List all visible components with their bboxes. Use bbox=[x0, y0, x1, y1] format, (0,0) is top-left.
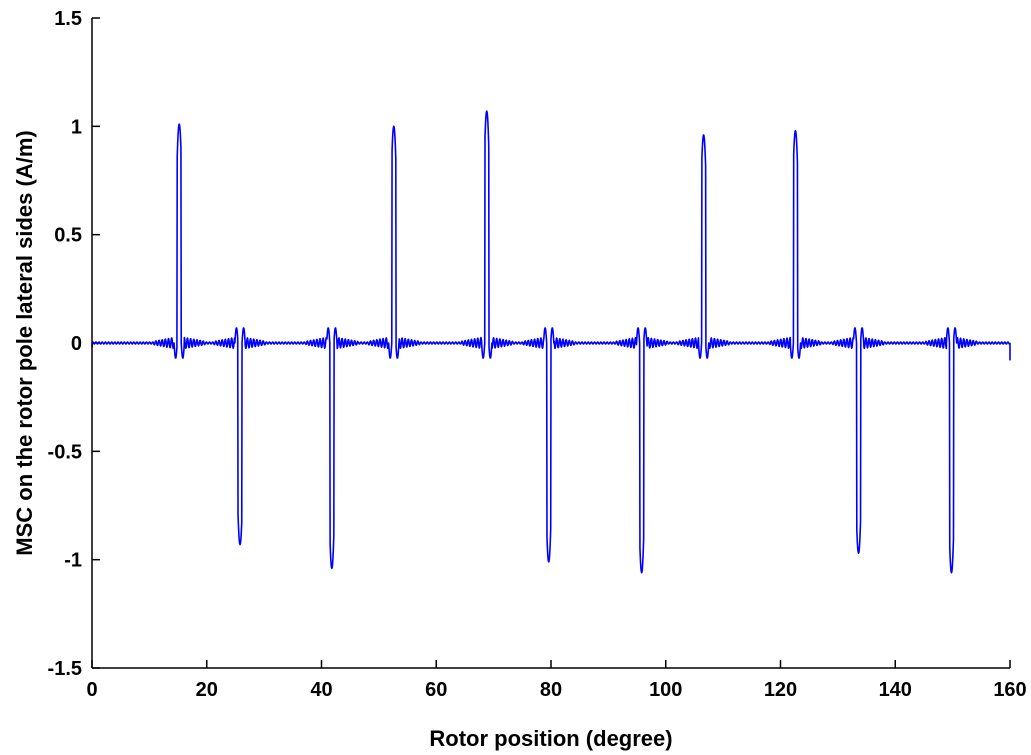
y-tick-label: 0.5 bbox=[54, 225, 82, 247]
x-tick-label: 60 bbox=[425, 679, 447, 701]
y-tick-label: 1 bbox=[71, 116, 82, 138]
y-axis-ticks: -1.5 -1 -0.5 0 0.5 1 1.5 bbox=[48, 8, 100, 680]
x-tick-label: 80 bbox=[540, 679, 562, 701]
x-tick-label: 0 bbox=[86, 679, 97, 701]
y-tick-label: 1.5 bbox=[54, 8, 82, 30]
y-tick-label: -1.5 bbox=[48, 658, 82, 680]
x-axis-ticks: 0 20 40 60 80 100 120 140 160 bbox=[86, 660, 1027, 701]
y-axis-title: MSC on the rotor pole lateral sides (A/m… bbox=[12, 130, 37, 555]
x-tick-label: 120 bbox=[764, 679, 797, 701]
x-axis-title: Rotor position (degree) bbox=[429, 726, 672, 751]
x-tick-label: 160 bbox=[993, 679, 1026, 701]
y-tick-label: -0.5 bbox=[48, 441, 82, 463]
series-line bbox=[91, 110, 1011, 574]
y-tick-label: 0 bbox=[71, 333, 82, 355]
y-tick-label: -1 bbox=[64, 550, 82, 572]
x-tick-label: 40 bbox=[310, 679, 332, 701]
x-tick-label: 140 bbox=[879, 679, 912, 701]
x-tick-label: 100 bbox=[649, 679, 682, 701]
x-tick-label: 20 bbox=[196, 679, 218, 701]
